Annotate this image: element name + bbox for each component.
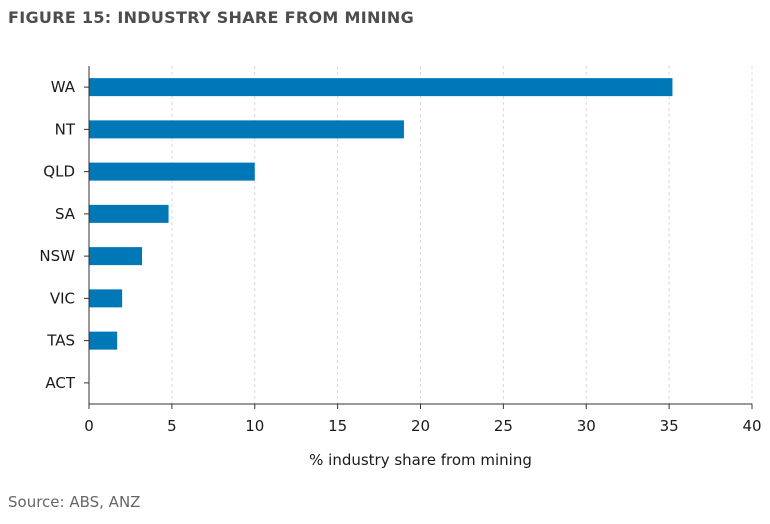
x-tick-label-0: 0 bbox=[84, 417, 94, 435]
bar-qld bbox=[89, 162, 255, 181]
chart-title: FIGURE 15: INDUSTRY SHARE FROM MINING bbox=[8, 8, 415, 27]
bar-vic bbox=[89, 289, 123, 308]
x-tick-label-30: 30 bbox=[577, 417, 596, 435]
axes-layer bbox=[84, 66, 753, 409]
category-label-tas: TAS bbox=[46, 332, 75, 350]
x-axis-title: % industry share from mining bbox=[309, 451, 532, 469]
x-tick-label-20: 20 bbox=[411, 417, 430, 435]
x-tick-label-40: 40 bbox=[742, 417, 761, 435]
category-label-wa: WA bbox=[51, 78, 76, 96]
category-label-sa: SA bbox=[55, 205, 76, 223]
category-label-qld: QLD bbox=[43, 163, 75, 181]
x-tick-label-10: 10 bbox=[245, 417, 264, 435]
bar-nt bbox=[89, 120, 404, 139]
bars-layer bbox=[89, 78, 673, 350]
x-tick-label-5: 5 bbox=[167, 417, 177, 435]
bar-wa bbox=[89, 78, 673, 97]
category-label-nt: NT bbox=[55, 120, 76, 138]
source-note: Source: ABS, ANZ bbox=[8, 493, 141, 511]
bar-sa bbox=[89, 204, 169, 223]
category-label-act: ACT bbox=[45, 374, 75, 392]
x-tick-label-35: 35 bbox=[660, 417, 679, 435]
category-label-nsw: NSW bbox=[39, 247, 75, 265]
labels-layer: WA NT QLD SA NSW VIC TAS ACT 0 5 10 15 20 25 30 35 40 bbox=[39, 78, 761, 435]
bar-tas bbox=[89, 331, 118, 350]
bar-nsw bbox=[89, 247, 143, 266]
category-label-vic: VIC bbox=[50, 289, 75, 307]
x-tick-label-25: 25 bbox=[494, 417, 513, 435]
grid-layer bbox=[171, 66, 753, 404]
x-tick-label-15: 15 bbox=[328, 417, 347, 435]
